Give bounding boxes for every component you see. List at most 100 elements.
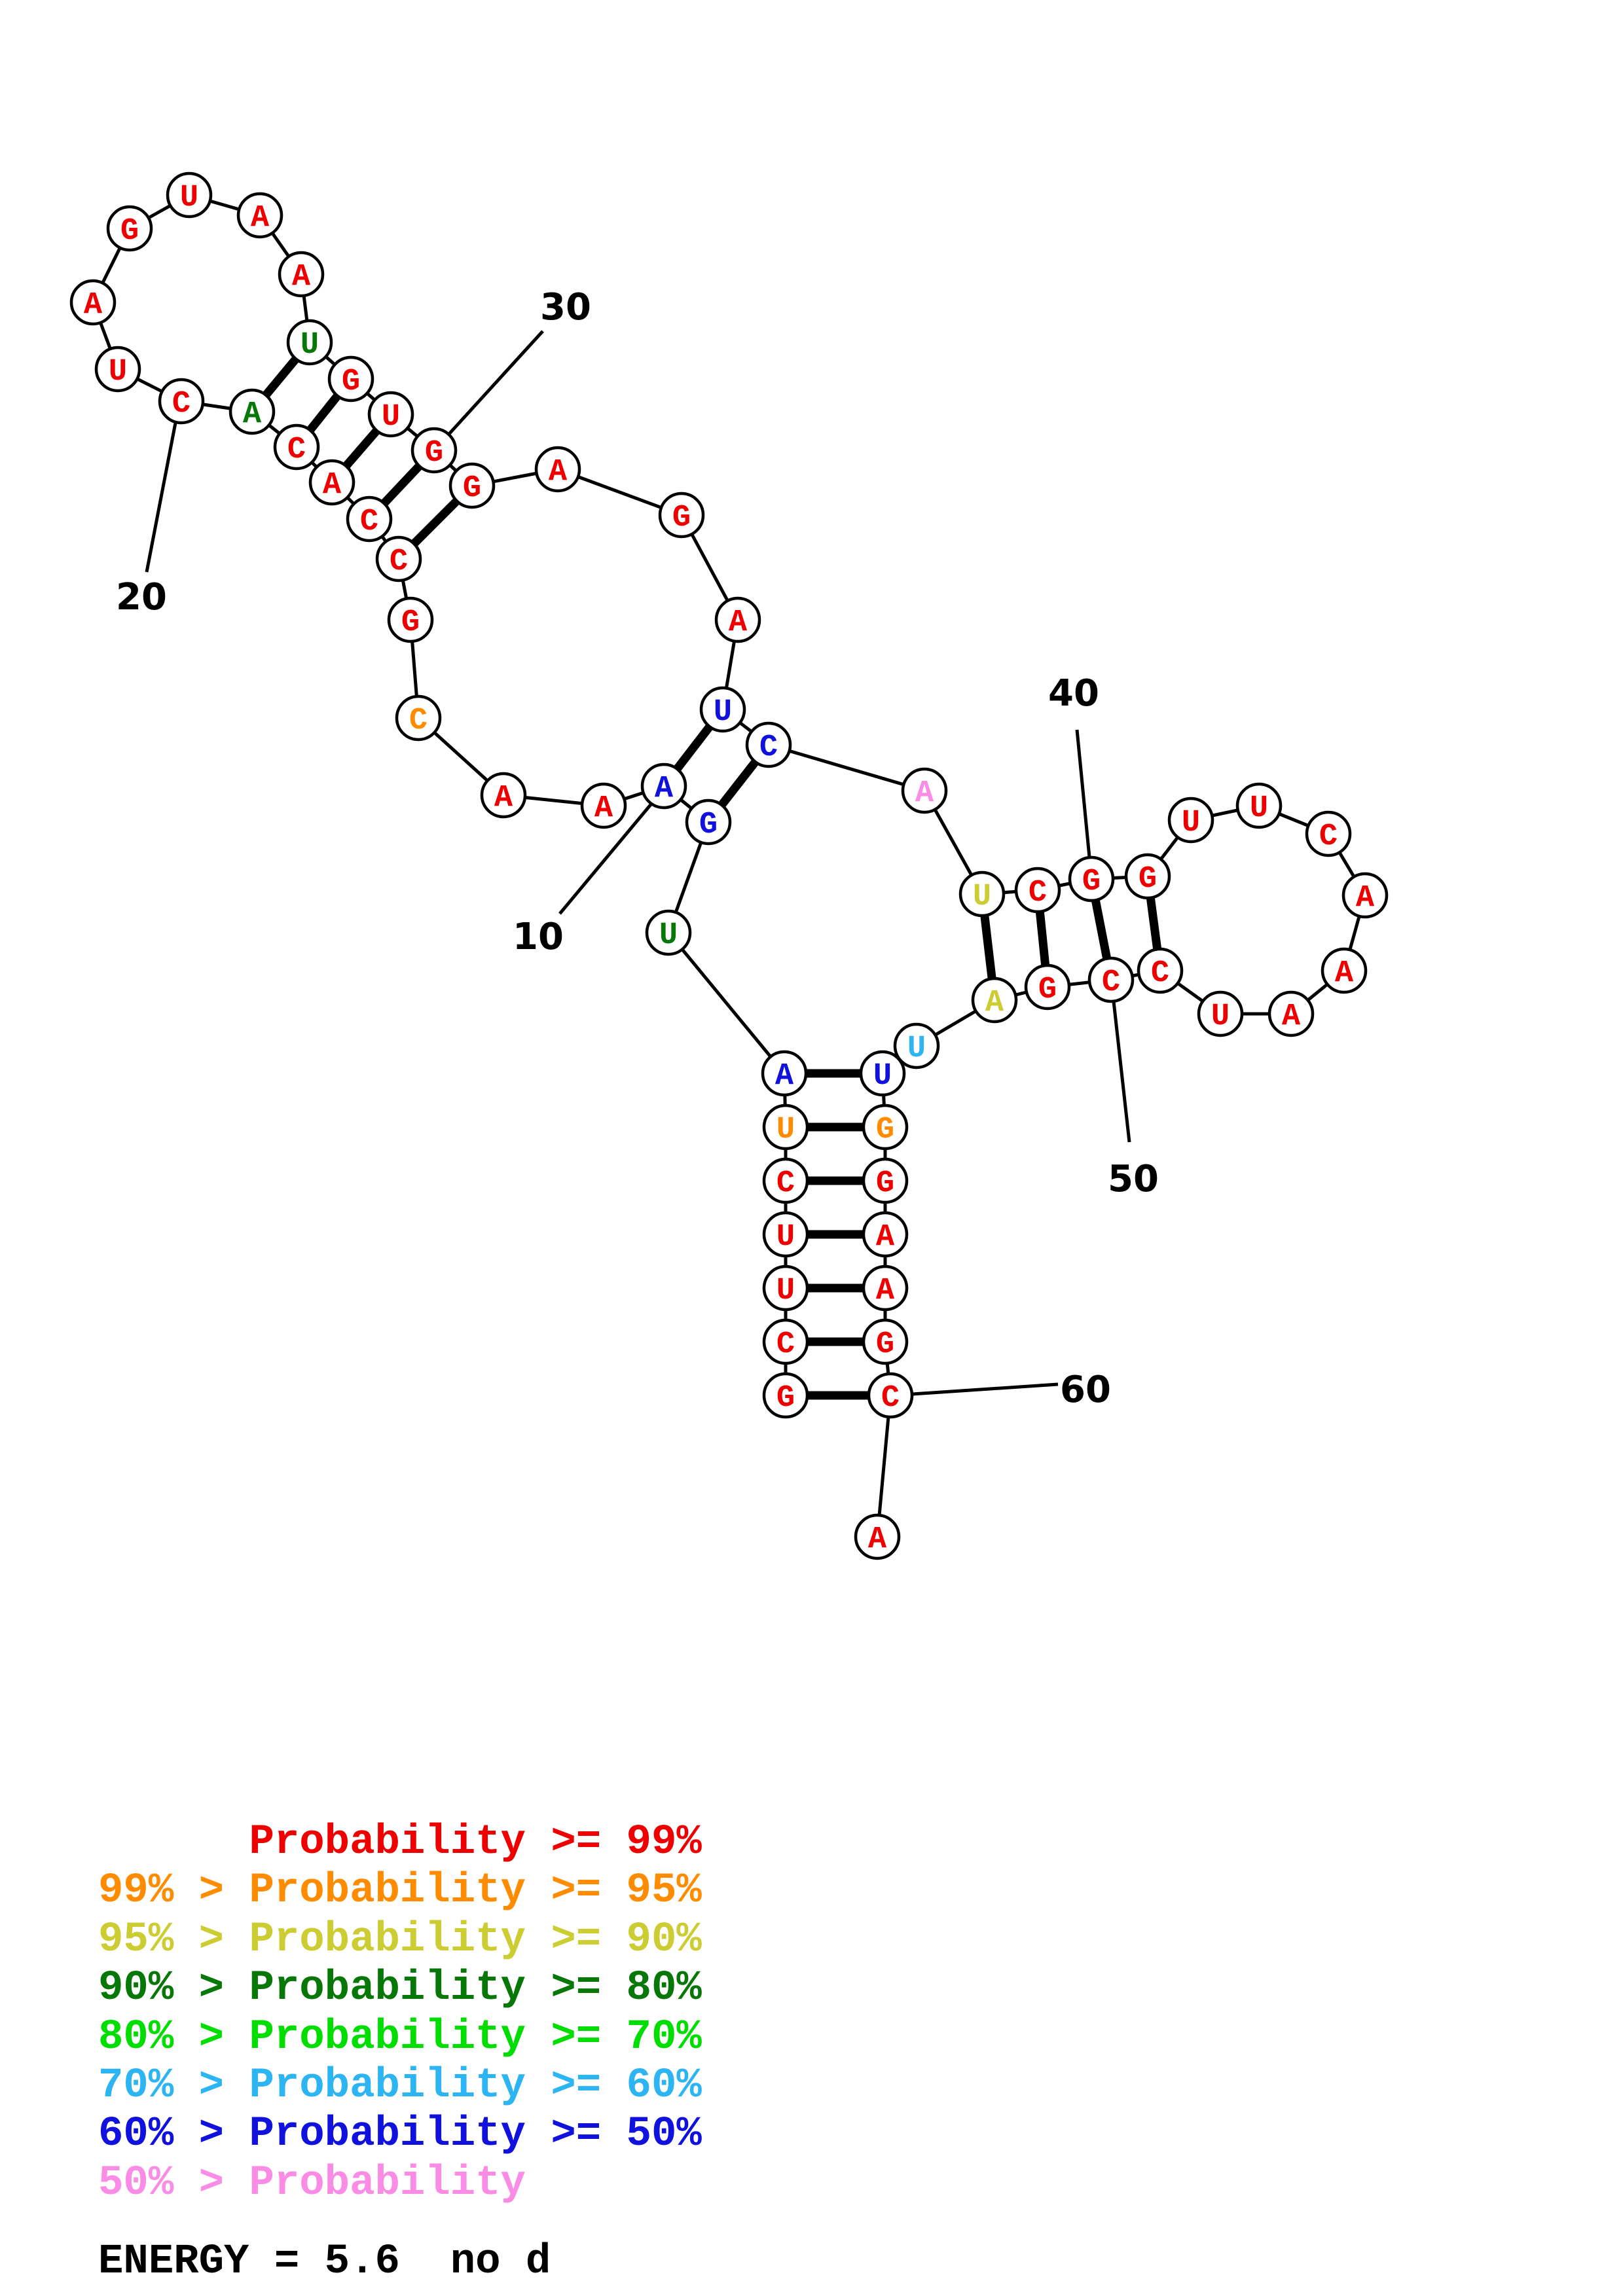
- position-label-line: [1075, 729, 1091, 858]
- nucleotide-letter: A: [1282, 999, 1301, 1034]
- nucleotide-circle: [308, 459, 356, 506]
- position-label-line: [145, 422, 177, 573]
- nucleotide-circle: [158, 378, 205, 425]
- nucleotide-circle: [367, 391, 414, 438]
- nucleotide-letter: A: [775, 1059, 794, 1094]
- nucleotide-letter: U: [382, 400, 400, 435]
- nucleotide-letter: A: [876, 1274, 895, 1308]
- legend-row: 70% > Probability >= 60%: [98, 2062, 702, 2110]
- legend-row: 99% > Probability >= 95%: [98, 1867, 702, 1915]
- nucleotide-circle: [1087, 956, 1135, 1003]
- nucleotide-circle: [762, 1157, 809, 1204]
- nucleotide-circle: [762, 1318, 809, 1365]
- nucleotide-letter: A: [84, 288, 103, 323]
- nucleotide-letter: A: [292, 260, 311, 295]
- nucleotide-letter: C: [390, 545, 408, 579]
- nucleotide-letter: C: [172, 387, 191, 422]
- nucleotide-circle: [862, 1157, 909, 1204]
- nucleotide-circle: [1321, 947, 1368, 994]
- nucleotide-letter: C: [1102, 965, 1120, 1000]
- position-label: 60: [1060, 1369, 1111, 1411]
- nucleotide-circle: [346, 495, 393, 543]
- nucleotide-letter: G: [425, 436, 443, 471]
- nucleotide-circle: [1235, 782, 1283, 829]
- nucleotide-circle: [106, 205, 153, 252]
- nucleotide-letter: A: [251, 201, 270, 236]
- legend-row: Probability >= 99%: [98, 1819, 702, 1866]
- nucleotide-letter: U: [873, 1059, 892, 1094]
- nucleotide-letter: A: [243, 397, 262, 432]
- nucleotide-circle: [762, 1103, 809, 1151]
- nucleotide-letter: C: [881, 1381, 900, 1416]
- nucleotide-letter: A: [868, 1522, 887, 1557]
- nucleotide-circle: [658, 492, 705, 539]
- nucleotide-circle: [714, 596, 761, 643]
- nucleotide-letter: U: [180, 181, 198, 215]
- nucleotide-circle: [645, 909, 692, 956]
- nucleotide-letter: U: [907, 1031, 926, 1066]
- nucleotide-circle: [761, 1050, 808, 1097]
- nucleotide-circle: [375, 535, 422, 583]
- nucleotide-letter: A: [915, 776, 934, 811]
- nucleotide-letter: U: [776, 1113, 795, 1147]
- nucleotide-letter: C: [287, 433, 306, 467]
- position-label: 20: [116, 576, 167, 619]
- legend-row: 95% > Probability >= 90%: [98, 1916, 702, 1964]
- nucleotide-circle: [1341, 872, 1389, 919]
- nucleotide-letter: A: [594, 791, 613, 826]
- nucleotide-letter: G: [776, 1381, 795, 1416]
- nucleotide-circle: [236, 192, 283, 239]
- nucleotide-letter: G: [401, 605, 420, 640]
- energy-value-text: ENERGY = 5.6 no d: [98, 2238, 551, 2286]
- nucleotide-circle: [1267, 990, 1315, 1037]
- nucleotide-circle: [762, 1211, 809, 1258]
- backbone-link: [667, 931, 786, 1075]
- probability-color-legend: Probability >= 99% 99% > Probability >= 9…: [98, 1818, 702, 2208]
- nucleotide-letter: C: [776, 1327, 795, 1362]
- position-label: 30: [540, 286, 591, 329]
- nucleotide-circle: [1024, 963, 1071, 1011]
- nucleotide-letter: A: [1335, 956, 1354, 991]
- nucleotide-letter: U: [776, 1274, 795, 1308]
- nucleotide-letter: A: [876, 1220, 895, 1255]
- backbone-link: [875, 1395, 892, 1537]
- backbone-link: [768, 743, 925, 793]
- nucleotide-letter: U: [973, 880, 991, 914]
- nucleotide-circle: [745, 721, 792, 768]
- legend-row: 60% > Probability >= 50%: [98, 2111, 702, 2159]
- nucleotide-circle: [387, 596, 434, 643]
- nucleotide-letter: A: [985, 986, 1004, 1020]
- position-label-line: [1112, 1001, 1131, 1143]
- nucleotide-circle: [278, 251, 325, 298]
- nucleotide-circle: [1137, 947, 1184, 994]
- nucleotide-letter: G: [876, 1113, 894, 1147]
- position-label: 40: [1048, 672, 1099, 715]
- nucleotide-letter: U: [301, 328, 319, 363]
- nucleotide-letter: C: [776, 1166, 795, 1201]
- nucleotide-letter: G: [876, 1166, 894, 1201]
- nucleotide-circle: [69, 279, 117, 326]
- nucleotide-letter: A: [655, 772, 674, 806]
- nucleotide-circle: [166, 171, 213, 219]
- nucleotide-circle: [762, 1372, 809, 1419]
- nucleotide-letter: U: [109, 355, 127, 389]
- nucleotide-circle: [762, 1265, 809, 1312]
- nucleotide-circle: [859, 1050, 906, 1097]
- nucleotide-circle: [862, 1265, 909, 1312]
- nucleotide-circle: [1305, 810, 1352, 857]
- nucleotide-circle: [94, 346, 141, 393]
- nucleotide-circle: [862, 1211, 909, 1258]
- nucleotide-letter: A: [323, 468, 342, 503]
- nucleotide-letter: G: [120, 214, 139, 249]
- nucleotide-circle: [971, 977, 1018, 1024]
- nucleotide-circle: [395, 694, 442, 742]
- nucleotide-circle: [228, 388, 276, 435]
- nucleotide-circle: [867, 1372, 914, 1419]
- nucleotide-letter: C: [1029, 876, 1047, 910]
- nucleotide-letter: C: [409, 704, 428, 738]
- nucleotide-circle: [893, 1022, 940, 1069]
- nucleotide-letter: C: [759, 730, 778, 765]
- nucleotide-circle: [286, 319, 333, 366]
